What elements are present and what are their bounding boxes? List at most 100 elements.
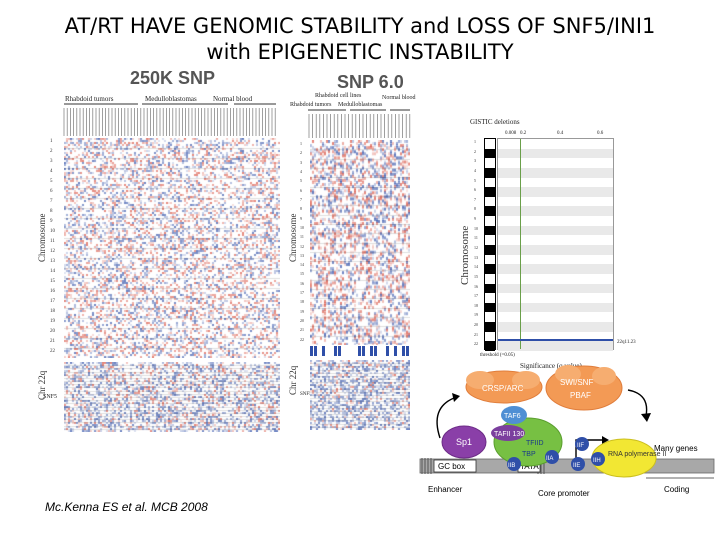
crsp-arc-complex: CRSP/ARC	[465, 370, 543, 404]
gistic-band	[498, 293, 613, 303]
chromosome-label: 2	[474, 148, 476, 154]
ideogram-segment	[485, 331, 495, 342]
ideogram-segment	[485, 177, 495, 188]
panel-gistic-x-label: Significance (q value)	[520, 362, 582, 370]
svg-text:RNA polymerase II: RNA polymerase II	[608, 451, 666, 458]
panel-gistic-plot	[497, 138, 614, 351]
deletion-mark	[314, 346, 317, 356]
svg-text:IIE: IIE	[573, 463, 580, 469]
chromosome-label: 4	[474, 167, 476, 173]
gistic-band	[498, 322, 613, 332]
panel-snp6-heatmap	[310, 140, 410, 345]
chromosome-label: 20	[474, 322, 478, 328]
chromosome-label: 14	[50, 269, 55, 274]
panel-250k-gene-label: SNF5	[43, 394, 58, 400]
heat250-canvas	[64, 138, 280, 358]
ideogram-segment	[485, 158, 495, 168]
chromosome-label: 17	[474, 293, 478, 299]
panel-snp6-group-celllines: Rhabdoid cell lines	[315, 93, 362, 99]
gistic-band	[498, 225, 613, 236]
gistic-threshold-line	[520, 139, 521, 349]
panel-250k-heatmap	[64, 138, 280, 358]
chromosome-label: 14	[300, 262, 304, 268]
svg-text:IIA: IIA	[546, 456, 553, 462]
gistic-band	[498, 148, 613, 159]
chromosome-label: 12	[50, 249, 55, 254]
recruit-arrow-left	[436, 397, 455, 439]
low6-canvas	[310, 360, 410, 430]
chromosome-label: 1	[474, 139, 476, 144]
chromosome-label: 7	[300, 196, 302, 202]
chromosome-label: 8	[474, 206, 476, 212]
chromosome-label: 9	[474, 216, 476, 222]
ideogram-segment	[485, 302, 495, 313]
panel-snp6-y-label: Chromosome	[288, 213, 298, 263]
chromosome-label: 14	[474, 264, 478, 270]
transcription-start-arrowhead	[602, 436, 609, 444]
chromosome-label: 15	[300, 271, 304, 277]
gistic-band	[498, 312, 613, 323]
panel-gistic-threshold-label: threshold (=0.05)	[480, 353, 515, 358]
chromosome-label: 10	[50, 229, 55, 234]
chromosome-label: 22	[50, 349, 55, 354]
svg-text:IIF: IIF	[577, 443, 584, 449]
panel-250k-chr22q-heatmap	[64, 362, 280, 432]
panel-250k-heading: 250K SNP	[130, 68, 216, 88]
chromosome-label: 6	[50, 189, 53, 194]
chromosome-label: 5	[300, 178, 302, 184]
chromosome-label: 16	[474, 283, 478, 289]
gistic-band	[498, 235, 613, 245]
deletion-mark	[322, 346, 325, 356]
panel-gistic-chromosome-ideogram	[484, 138, 496, 351]
chromosome-label: 19	[50, 319, 55, 324]
transcription-start-arrow	[575, 439, 602, 458]
gc-box-label: GC box	[438, 462, 465, 471]
panel-250k-group-normal: Normal blood	[213, 95, 253, 103]
gistic-band	[498, 139, 613, 149]
ideogram-segment	[485, 254, 495, 265]
svg-text:TBP: TBP	[522, 451, 536, 458]
chromosome-label: 21	[474, 331, 478, 337]
chromosome-label: 11	[474, 235, 478, 241]
ideogram-segment	[485, 196, 495, 207]
svg-text:IIB: IIB	[508, 463, 515, 469]
chromosome-label: 11	[50, 239, 55, 244]
many-genes-label: Many genes	[654, 444, 698, 453]
chromosome-label: 7	[50, 199, 53, 204]
chromosome-label: 22	[474, 341, 478, 347]
chromosome-label: 8	[300, 206, 302, 212]
ideogram-segment	[485, 206, 495, 217]
gistic-top-tick-0: 0.008	[505, 131, 517, 136]
panel-snp6-group-rhabdoid: Rhabdoid tumors	[290, 102, 332, 108]
slide-title-line1: AT/RT HAVE GENOMIC STABILITY and LOSS OF…	[64, 14, 656, 38]
deletion-mark	[402, 346, 405, 356]
chromosome-label: 5	[50, 179, 53, 184]
chromosome-label: 8	[50, 209, 53, 214]
gistic-band	[498, 302, 613, 313]
chromosome-label: 13	[474, 254, 478, 260]
chromosome-label: 10	[474, 225, 478, 231]
chromosome-label: 15	[50, 279, 55, 284]
citation: Mc.Kenna ES et al. MCB 2008	[45, 500, 208, 514]
chromosome-label: 9	[300, 215, 302, 221]
chromosome-label: 19	[474, 312, 478, 318]
ideogram-segment	[485, 341, 495, 351]
ideogram-segment	[485, 216, 495, 226]
deletion-mark	[310, 346, 313, 356]
gistic-band	[498, 206, 613, 217]
chromosome-label: 4	[50, 169, 53, 174]
chromosome-label: 15	[474, 273, 478, 279]
gistic-band	[498, 245, 613, 255]
panel-gistic-band-label: 22q11.23	[617, 340, 636, 345]
panel-gistic-chromosome-ticks: 1 2 3 4 5 6 7 8 9 10 11 12 13 14 15 16 17 18 19 20 21 22	[474, 138, 482, 350]
sp1-factor: Sp1	[441, 425, 487, 459]
ideogram-segment	[485, 235, 495, 245]
panel-snp6-chromosome-ticks: 1 2 3 4 5 6 7 8 9 10 11 12 13 14 15 16 17 18 19 20 21 22	[300, 140, 310, 345]
dna-coil-left	[421, 458, 432, 474]
panel-snp6-lower-label: Chr 22q	[288, 365, 298, 395]
ideogram-segment	[485, 273, 495, 284]
chromosome-label: 21	[300, 327, 304, 333]
gistic-band	[498, 196, 613, 207]
chromosome-label: 12	[300, 243, 304, 249]
chromosome-label: 6	[300, 187, 302, 193]
